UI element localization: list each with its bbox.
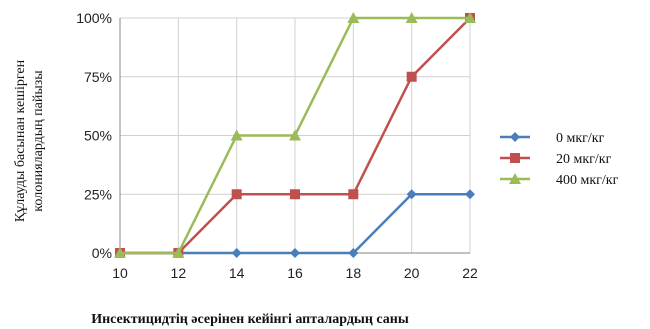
x-tick-label: 14 — [229, 265, 245, 281]
data-point — [290, 248, 300, 258]
y-axis-label-line-2: колониялардың пайызы — [31, 70, 46, 212]
series-group — [114, 12, 476, 258]
data-point — [230, 129, 243, 141]
legend-label: 20 мкг/кг — [556, 152, 612, 167]
legend-marker — [509, 173, 521, 184]
x-tick-label: 16 — [287, 265, 303, 281]
y-tick-label: 100% — [76, 10, 112, 26]
data-point — [405, 12, 418, 23]
data-point — [347, 12, 360, 23]
legend-label: 400 мкг/кг — [556, 173, 619, 188]
x-tick-label: 12 — [171, 265, 187, 281]
data-point — [231, 248, 242, 258]
x-axis-label: Инсектицидтің әсерінен кейінгі апталарды… — [91, 312, 409, 327]
y-tick-label: 25% — [84, 186, 112, 202]
data-point — [348, 248, 359, 258]
series-3 — [114, 12, 476, 258]
legend-marker — [510, 153, 520, 163]
data-point — [406, 71, 417, 82]
y-axis: 0% 25% 50% 75% 100% — [76, 10, 112, 261]
data-point — [348, 189, 359, 200]
data-point — [114, 247, 126, 258]
data-point — [172, 247, 185, 258]
legend-item: 400 мкг/кг — [500, 173, 619, 188]
x-tick-label: 10 — [112, 265, 128, 281]
legend-marker — [510, 132, 520, 142]
data-point — [231, 189, 242, 200]
data-point — [464, 12, 476, 23]
y-tick-label: 50% — [84, 128, 112, 144]
data-point — [406, 189, 417, 200]
legend-item: 20 мкг/кг — [500, 152, 612, 167]
x-axis: 10 12 14 16 18 20 22 — [112, 265, 478, 281]
x-tick-label: 22 — [462, 265, 478, 281]
y-tick-label: 75% — [84, 69, 112, 85]
legend-label: 0 мкг/кг — [556, 131, 605, 146]
y-tick-label: 0% — [92, 245, 112, 261]
x-tick-label: 20 — [404, 265, 420, 281]
legend: 0 мкг/кг 20 мкг/кг 400 мкг/кг — [500, 131, 619, 188]
data-point — [290, 189, 300, 200]
y-axis-label-line-1: Құлауды басынан кешірген — [13, 59, 28, 222]
data-point — [465, 189, 475, 200]
data-point — [289, 129, 301, 141]
x-tick-label: 18 — [346, 265, 362, 281]
legend-item: 0 мкг/кг — [500, 131, 605, 146]
